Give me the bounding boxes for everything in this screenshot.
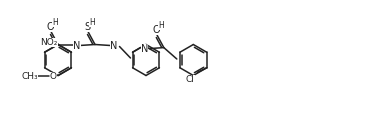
Text: Cl: Cl [186, 75, 195, 84]
Text: H: H [89, 18, 95, 27]
Text: S: S [84, 22, 90, 32]
Text: N: N [73, 41, 81, 51]
Text: H: H [158, 21, 164, 30]
Text: N: N [140, 44, 148, 54]
Text: H: H [52, 18, 58, 27]
Text: O: O [47, 22, 54, 32]
Text: CH₃: CH₃ [22, 72, 38, 81]
Text: O: O [50, 72, 57, 81]
Text: N: N [110, 41, 117, 51]
Text: O: O [152, 25, 160, 35]
Text: NO₂: NO₂ [41, 38, 58, 47]
